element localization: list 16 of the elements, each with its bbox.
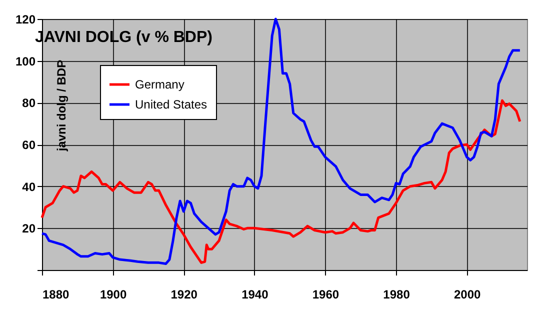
y-tick-label: 120 — [15, 12, 36, 26]
y-tick-label: 100 — [15, 54, 36, 68]
x-tick-label: 2000 — [454, 288, 481, 302]
legend-label: Germany — [135, 78, 184, 92]
legend-label: United States — [135, 98, 208, 112]
y-tick-label: 60 — [22, 138, 36, 152]
x-tick-label: 1900 — [100, 288, 127, 302]
y-tick-label: 40 — [22, 180, 36, 194]
x-tick-label: 1880 — [42, 288, 70, 302]
x-tick-label: 1960 — [312, 288, 340, 302]
y-axis-title: javni dolg / BDP — [54, 60, 68, 152]
y-tick-label: 80 — [22, 96, 36, 110]
x-tick-label: 1940 — [242, 288, 269, 302]
x-tick-label: 1920 — [170, 288, 198, 302]
x-tick-label: 1980 — [383, 288, 410, 302]
y-tick-label: 20 — [22, 222, 36, 236]
